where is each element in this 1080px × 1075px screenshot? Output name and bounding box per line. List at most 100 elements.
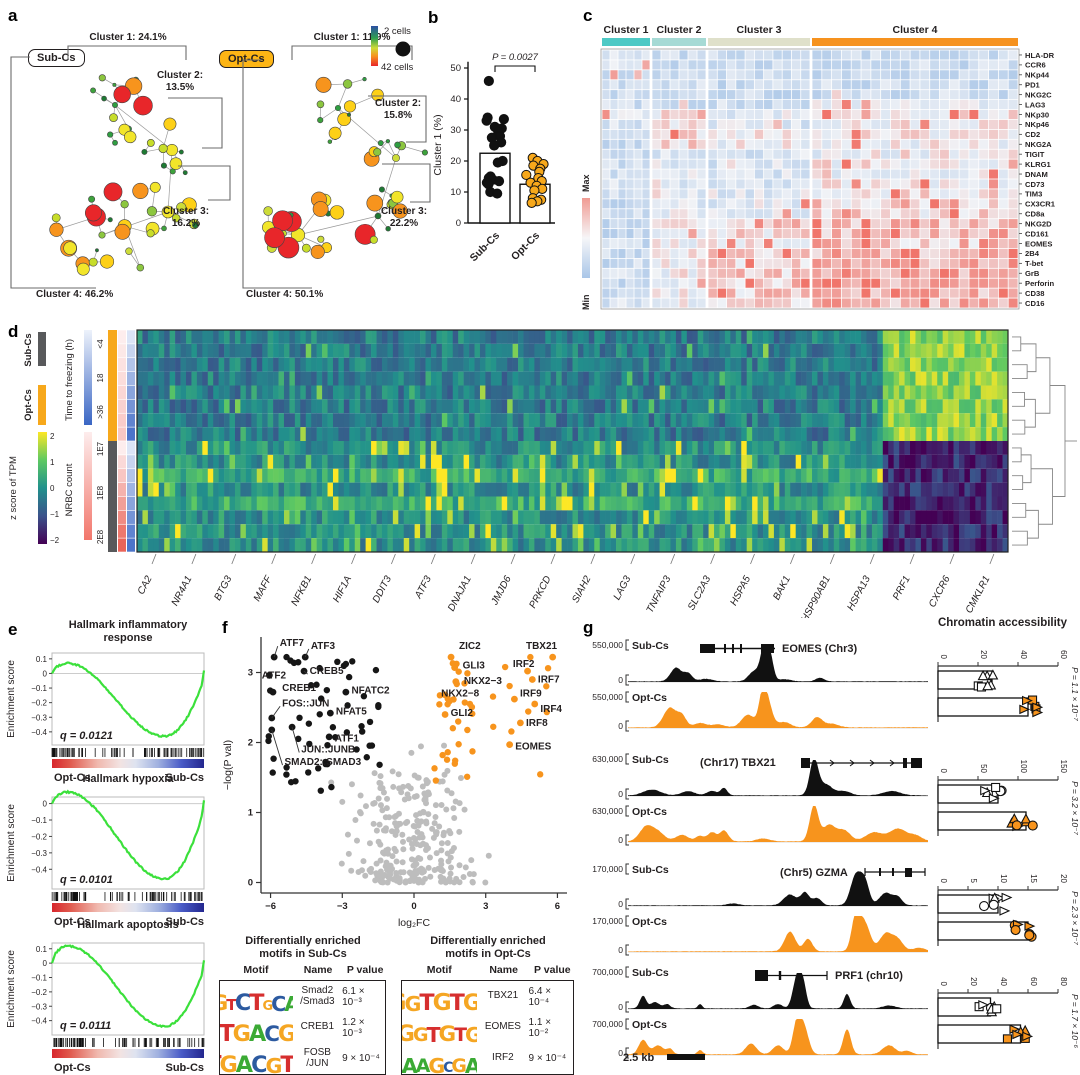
svg-text:2E8: 2E8 [96,529,105,544]
svg-text:Cluster 3:: Cluster 3: [381,206,427,217]
spanning-tree-plots: Cluster 1: 24.1%Cluster 2:13.5%Cluster 3… [10,26,431,300]
svg-text:Opt-Cs: Opt-Cs [23,389,34,421]
motif-col-header: Name [489,964,518,976]
svg-text:1: 1 [248,808,254,819]
svg-text:CMKLR1: CMKLR1 [964,574,993,615]
motif-table-headers: Motif Name P value [401,964,575,976]
svg-text:Opt-Cs: Opt-Cs [54,1062,91,1074]
svg-text:EOMES: EOMES [1025,239,1052,248]
svg-text:IRF7: IRF7 [538,675,560,686]
svg-text:TBX21: TBX21 [526,641,558,652]
svg-text:15.8%: 15.8% [384,110,412,121]
svg-text:Cluster 3: Cluster 3 [737,24,782,36]
svg-text:6: 6 [555,901,560,912]
rnaseq-heatmap: Sub-Cs Opt-Cs z score of TPM 2 1 0 −1 −2 Time to… [8,329,1077,618]
panel-f-label: f [222,618,228,637]
motif-volcano-plot: −6 −3 0 3 6 0 1 2 3 log₂FC −log(P val) ATF7 ATF3 ATF2… [222,637,567,929]
svg-text:SIAH2: SIAH2 [570,574,593,605]
svg-text:−6: −6 [265,901,276,912]
svg-text:Cluster 4: Cluster 4 [893,24,938,36]
svg-text:<4: <4 [96,339,105,349]
svg-text:−0.3: −0.3 [31,713,47,722]
svg-text:HSP90AB1: HSP90AB1 [799,574,832,618]
svg-text:0: 0 [456,218,461,229]
svg-text:Sub-Cs: Sub-Cs [166,1062,205,1074]
opt-cs-chip: Opt-Cs [219,50,274,68]
svg-text:Cluster 2:: Cluster 2: [375,98,421,109]
svg-text:HLA-DR: HLA-DR [1025,51,1055,60]
svg-text:50: 50 [450,63,461,74]
motif-col-header: Name [303,964,333,976]
svg-text:CREB1: CREB1 [282,683,316,694]
svg-text:−0.4: −0.4 [31,1017,47,1026]
svg-text:Cluster 4: 46.2%: Cluster 4: 46.2% [36,289,113,300]
svg-text:PRKCD: PRKCD [527,574,553,610]
svg-text:NFATC2: NFATC2 [351,686,390,697]
svg-text:BAK1: BAK1 [771,574,793,602]
svg-text:−1: −1 [50,510,60,519]
cluster1-bar-chart: 0 10 20 30 40 50 P = 0.0027 Sub-Cs Opt-Cs Cluster… [432,52,555,264]
svg-text:Hallmark inflammatory: Hallmark inflammatory [69,619,188,631]
svg-text:MAFF: MAFF [252,573,275,603]
svg-text:20: 20 [450,156,461,167]
svg-text:3: 3 [483,901,488,912]
svg-text:ATF3: ATF3 [311,641,336,652]
motif-p-value: 1.1 × 10⁻² [528,1016,552,1039]
sequence-logo: ATGACGTCA [220,1052,293,1074]
svg-text:ATF2: ATF2 [262,670,287,681]
motif-tables: Differentially enriched motifs in Sub-Cs… [215,935,580,1075]
svg-text:1E8: 1E8 [96,485,105,500]
motif-table: AGGTGTGAA TBX21 6.4 × 10⁻⁴ AGGTGTGA EOMES 1.1… [401,980,574,1075]
panel-d-label: d [8,322,19,341]
motif-row: ATGACGTCA FOSB /JUN 9 × 10⁻⁴ [220,1043,385,1074]
svg-text:NKG2A: NKG2A [1025,140,1052,149]
svg-text:TIGIT: TIGIT [1025,150,1045,159]
svg-text:response: response [104,632,153,644]
motif-row: TGTCTGCAC Smad2 /Smad3 6.1 × 10⁻³ [220,981,385,1012]
motif-name: EOMES [484,1021,521,1033]
svg-text:16.2%: 16.2% [172,218,200,229]
svg-text:42 cells: 42 cells [381,62,413,73]
svg-text:LAG3: LAG3 [1025,100,1045,109]
svg-text:LAG3: LAG3 [612,574,634,602]
svg-text:NKX2−3: NKX2−3 [464,676,503,687]
svg-text:0: 0 [411,901,416,912]
svg-text:−0.1: −0.1 [31,816,47,825]
panel-b-label: b [428,8,439,27]
motif-p-value: 9 × 10⁻⁴ [528,1053,567,1064]
svg-text:ATF7: ATF7 [280,638,305,649]
svg-text:NKp44: NKp44 [1025,71,1050,80]
motif-p-value: 6.4 × 10⁻⁴ [528,985,552,1008]
svg-text:−0.3: −0.3 [31,849,47,858]
svg-text:Opt-Cs: Opt-Cs [54,916,91,928]
svg-text:22.2%: 22.2% [390,218,418,229]
svg-text:IRF9: IRF9 [520,689,542,700]
svg-text:Hallmark apoptosis: Hallmark apoptosis [77,919,178,931]
svg-text:DNAJA1: DNAJA1 [446,574,474,613]
svg-text:BTG3: BTG3 [212,574,234,603]
svg-text:Cluster 1: 11.9%: Cluster 1: 11.9% [314,32,391,43]
svg-text:DDIT3: DDIT3 [371,574,394,605]
svg-text:CA2: CA2 [136,574,155,597]
svg-text:−2: −2 [50,536,60,545]
marker-heatmap: Cluster 1 Cluster 2 Cluster 3 Cluster 4 HLA-… [581,24,1056,310]
svg-text:IRF8: IRF8 [526,718,548,729]
svg-text:HSPA13: HSPA13 [845,574,873,613]
svg-text:2 cells: 2 cells [384,26,411,37]
svg-text:−0.2: −0.2 [31,699,47,708]
svg-text:Cluster 4: 50.1%: Cluster 4: 50.1% [246,289,323,300]
svg-text:550,000: 550,000 [592,640,623,650]
svg-text:ZIC2: ZIC2 [459,641,481,652]
motif-name: Smad2 /Smad3 [300,985,335,1007]
panel-e-label: e [8,620,18,639]
svg-text:13.5%: 13.5% [166,82,194,93]
svg-text:0: 0 [50,484,55,493]
svg-text:Sub-Cs: Sub-Cs [166,772,205,784]
motif-row: GAAAGCGAAA IRF2 9 × 10⁻⁴ [402,1043,573,1074]
svg-text:NKG2C: NKG2C [1025,90,1052,99]
svg-text:NKX2−8: NKX2−8 [441,689,480,700]
svg-text:SLC2A3: SLC2A3 [686,574,713,612]
